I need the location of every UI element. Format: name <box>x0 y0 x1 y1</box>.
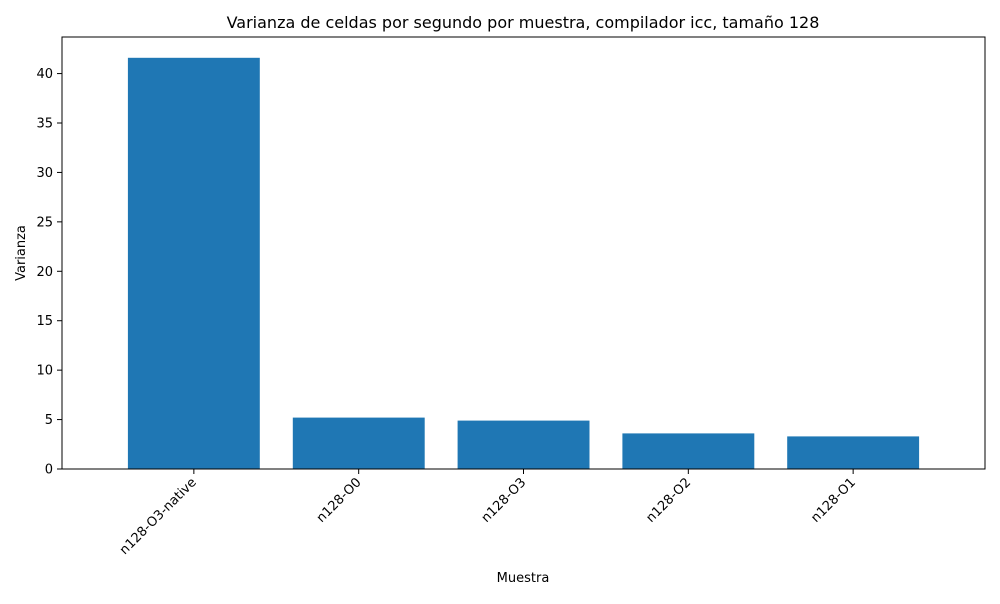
x-tick-label: n128-O1 <box>808 475 859 526</box>
y-tick-label: 30 <box>36 166 53 181</box>
y-tick-label: 5 <box>45 413 53 428</box>
x-tick-label: n128-O3-native <box>117 475 200 558</box>
chart-title: Varianza de celdas por segundo por muest… <box>227 13 820 32</box>
x-tick-label: n128-O2 <box>644 475 695 526</box>
bar <box>622 433 755 469</box>
plot-area: n128-O3-native n128-O0 n128-O3 n128-O2 n128-… <box>36 36 986 558</box>
y-tick-label: 0 <box>45 463 53 478</box>
bar <box>127 57 260 470</box>
bar <box>292 417 425 469</box>
x-axis-label: Muestra <box>497 571 550 586</box>
bar <box>787 436 920 469</box>
y-tick-label: 10 <box>36 364 53 379</box>
x-tick-label: n128-O3 <box>479 475 530 526</box>
y-tick-label: 40 <box>36 67 53 82</box>
y-tick-label: 35 <box>36 117 53 132</box>
y-tick-label: 25 <box>36 215 53 230</box>
bar <box>457 420 590 469</box>
y-tick-label: 20 <box>36 265 53 280</box>
y-tick-label: 15 <box>36 314 53 329</box>
x-tick-label: n128-O0 <box>314 475 365 526</box>
y-axis-label: Varianza <box>14 225 29 281</box>
axes-frame <box>61 36 986 470</box>
